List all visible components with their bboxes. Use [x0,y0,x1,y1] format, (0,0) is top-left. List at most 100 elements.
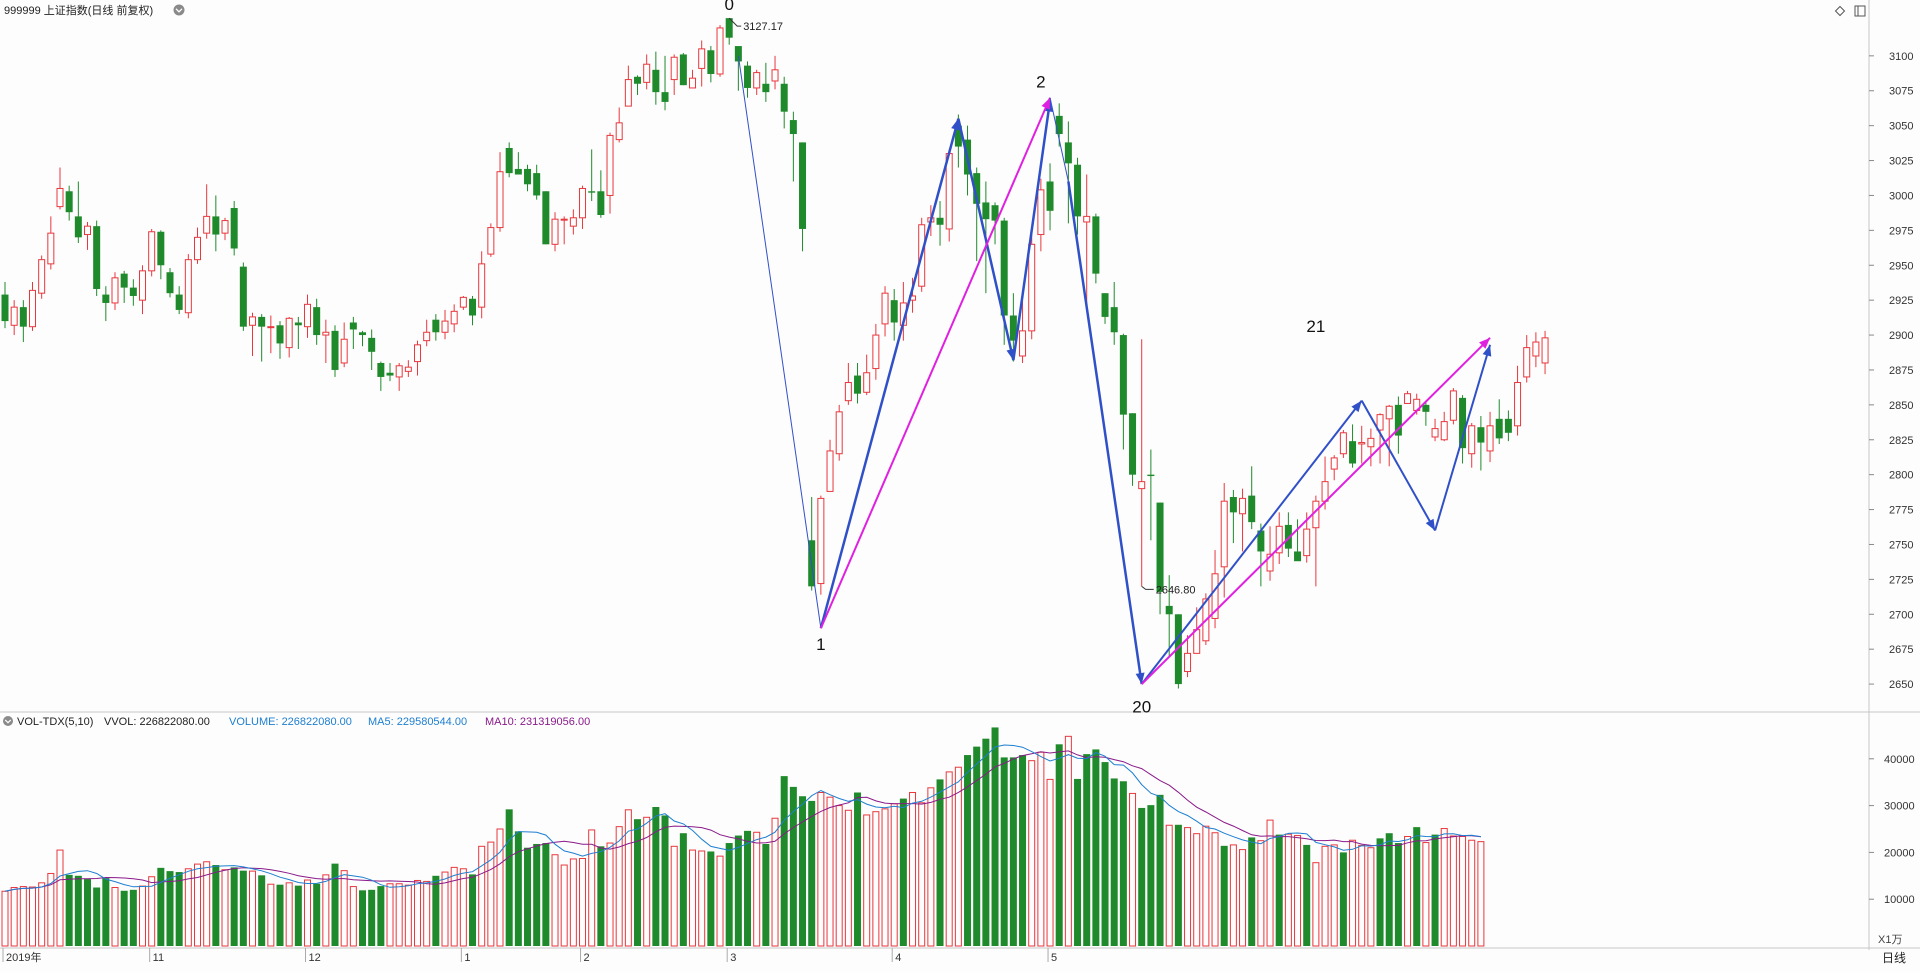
volume-bar-up [285,882,293,947]
candle-body-down [1119,335,1127,415]
candle-body-down [1092,216,1100,274]
candle-body-up [1019,330,1027,357]
candle-body-up [1358,442,1366,445]
price-tick-label: 2750 [1889,539,1913,551]
wave-line [1067,181,1143,685]
volume-bar-up [1129,792,1137,947]
volume-bar-down [102,878,110,946]
candle-body-up [689,77,697,89]
wave-line [1012,100,1052,361]
candle-body-down [514,168,522,175]
time-tick-label: 1 [464,952,470,964]
volume-bar-up [1440,828,1448,947]
candle-body-up [1385,405,1393,420]
candle-body-down [1055,115,1063,135]
volume-bar-up [771,817,779,947]
price-tick-label: 2700 [1889,609,1913,621]
candle-body-up [1514,382,1522,427]
candle-body-up [1266,553,1274,572]
candle-body-down [1147,474,1155,477]
volume-bar-down [762,843,770,946]
diamond-icon[interactable] [1834,5,1846,17]
wave-arrowhead [1425,518,1436,531]
candle-body-down [1046,181,1054,211]
volume-bar-up [19,886,27,947]
candle-body-up [1138,481,1146,490]
candle-body-down [1248,495,1256,523]
candle-body-up [863,372,871,393]
volume-bar-up [817,791,825,947]
volume-bar-up [1184,827,1192,947]
period-label[interactable]: 日线 [1882,951,1906,965]
volume-bar-down [1413,827,1421,946]
wave-line [1140,400,1363,685]
wave-line [1360,400,1436,532]
ma5-value: MA5: 229580544.00 [368,716,467,728]
volume-bar-down [744,830,752,946]
time-tick-label: 3 [730,952,736,964]
candle-body-down [239,266,247,327]
volume-bar-down [1394,843,1402,946]
volume-bar-up [1459,835,1467,947]
candle-body-up [560,218,568,221]
volume-bar-up [844,809,852,947]
price-tick-label: 3050 [1889,121,1913,133]
volume-bar-up [459,868,467,947]
volume-bar-up [945,771,953,947]
candle-body-down [313,307,321,336]
time-tick-label: 12 [309,952,321,964]
volume-bar-down [1110,778,1118,946]
volume-bar-down [505,809,513,946]
candle-body-up [1184,652,1192,673]
candle-body-up [817,497,825,585]
candle-body-up [441,320,449,333]
volume-tick-label: 20000 [1884,847,1915,859]
volume-bar-down [725,843,733,946]
chevron-down-icon[interactable] [3,716,13,726]
candle-body-up [670,56,678,81]
square-icon[interactable] [1854,5,1866,17]
volume-tick-label: 40000 [1884,754,1915,766]
candle-body-up [340,338,348,364]
volume-bar-up [670,845,678,947]
volume-bar-up [203,861,211,947]
volume-bar-down [1303,844,1311,946]
volume-bar-up [1449,835,1457,947]
volume-bar-up [615,826,623,947]
time-axis: 2019年 11 12 1 2 3 4 5 [2,948,1057,964]
candle-body-up [184,259,192,314]
max-price-pointer [728,17,742,27]
vol-unit-label: X1万 [1878,934,1902,946]
price-tick-label: 2825 [1889,435,1913,447]
candle-body-up [1321,481,1329,502]
volume-bar-down [973,746,981,946]
volume-bar-down [65,874,73,946]
time-tick-label: 2 [584,952,590,964]
candle-body-up [1376,414,1384,431]
candle-body-up [1193,629,1201,654]
volume-bar-up [1349,839,1357,947]
vvol-value: VVOL: 226822080.00 [104,716,210,728]
price-tick-label: 2675 [1889,644,1913,656]
volume-bar-up [267,883,275,947]
volume-bar-down [294,885,302,946]
volume-bar-down [359,890,367,946]
volume-bars [1,727,1485,947]
price-tick-label: 3100 [1889,51,1913,63]
chevron-down-icon[interactable] [173,4,185,16]
volume-ma5-line [4,744,1481,892]
candle-body-up [38,259,46,294]
candle-body-up [496,171,504,229]
volume-bar-down [239,870,247,946]
candle-body-up [881,292,889,325]
candle-body-up [111,277,119,304]
candle-body-down [1,294,9,322]
volume-bar-down [597,846,605,946]
price-tick-label: 3025 [1889,156,1913,168]
volume-bar-up [304,879,312,947]
candle-body-up [1083,215,1091,223]
candle-body-up [414,344,422,363]
candle-body-down [469,298,477,316]
volume-bar-up [1,890,9,947]
